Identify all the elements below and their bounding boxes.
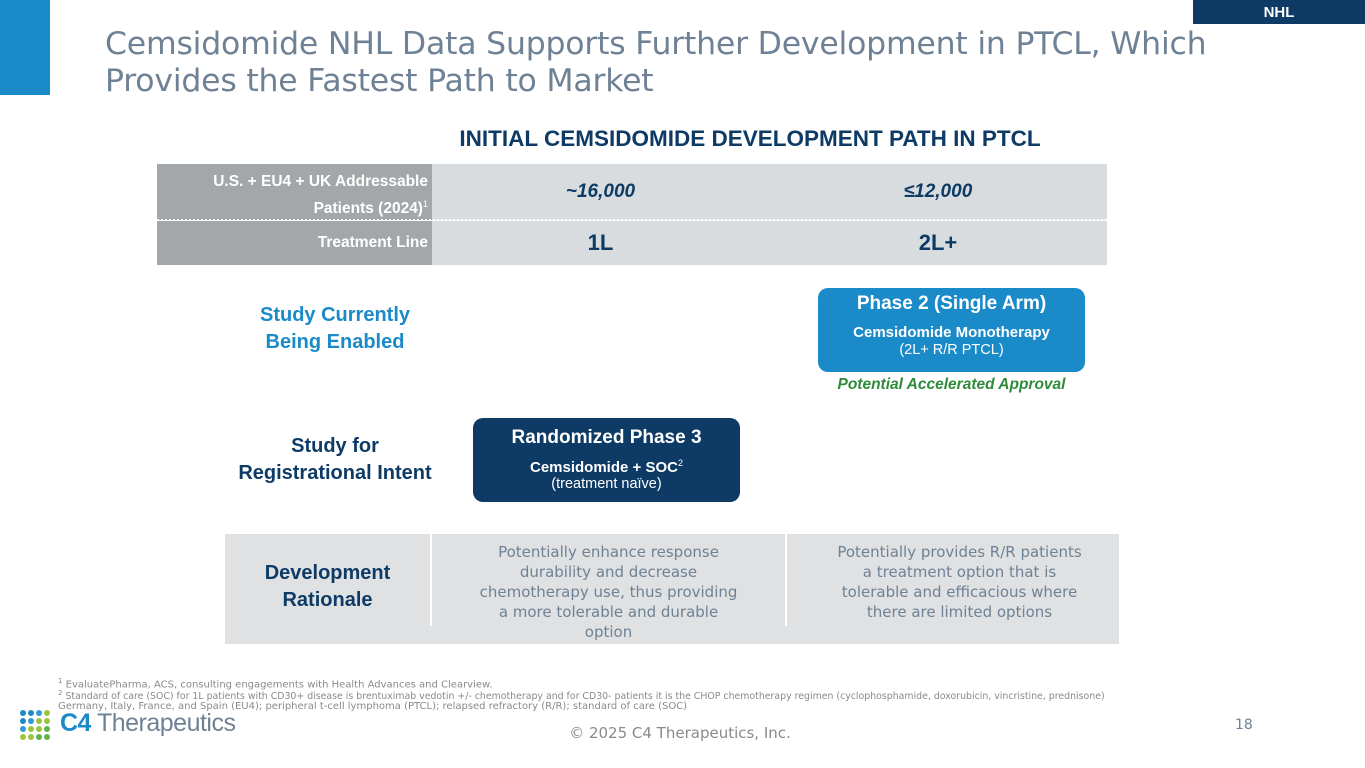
c4-logo-text: C4 Therapeutics — [60, 709, 236, 738]
phase2-sub: Cemsidomide Monotherapy — [853, 324, 1050, 341]
value-2l: 2L+ — [918, 230, 958, 255]
rationale-panel — [225, 534, 1119, 644]
rationale-label: Development Rationale — [225, 560, 430, 614]
rationale-1l-line: a more tolerable and durable — [498, 603, 719, 621]
row-label-addressable-patients: U.S. + EU4 + UK Addressable Patients (20… — [157, 164, 432, 220]
rationale-2l-line: tolerable and efficacious where — [841, 583, 1078, 601]
section-subheading: INITIAL CEMSIDOMIDE DEVELOPMENT PATH IN … — [459, 126, 1041, 151]
title-line-1: Cemsidomide NHL Data Supports Further De… — [105, 26, 1207, 62]
row-treatment-values: 1L 2L+ — [432, 221, 1107, 265]
rationale-1l-line: durability and decrease — [519, 563, 698, 581]
phase2-caption: Potential Accelerated Approval — [837, 376, 1066, 393]
row-label-treatment-line: Treatment Line — [157, 221, 432, 265]
rationale-label-line-2: Rationale — [282, 589, 373, 611]
rationale-1l-line: Potentially enhance response — [498, 543, 719, 561]
phase2-box: Phase 2 (Single Arm) Cemsidomide Monothe… — [818, 288, 1085, 372]
phase3-sub: Cemsidomide + SOC2 — [530, 458, 683, 476]
study-currently-line-2: Being Enabled — [265, 331, 405, 353]
footnote-3: Germany, Italy, France, and Spain (EU4);… — [58, 701, 688, 712]
rationale-1l-line: chemotherapy use, thus providing — [479, 583, 738, 601]
rationale-2l-line: a treatment option that is — [862, 563, 1057, 581]
footnote-ref-1: 1 — [422, 198, 428, 209]
page-number: 18 — [1235, 717, 1253, 733]
accent-bar — [0, 0, 50, 95]
c4-logo-mark — [20, 710, 50, 740]
rationale-2l-text: Potentially provides R/R patients a trea… — [787, 542, 1132, 622]
rationale-divider-2 — [785, 534, 787, 626]
rationale-1l-line: option — [584, 623, 633, 641]
phase2-note: (2L+ R/R PTCL) — [899, 342, 1004, 358]
study-registrational-line-2: Registrational Intent — [238, 462, 432, 484]
phase2-heading: Phase 2 (Single Arm) — [856, 293, 1047, 314]
rationale-divider-1 — [430, 534, 432, 626]
section-tag: NHL — [1193, 0, 1365, 24]
phase3-note: (treatment naïve) — [551, 476, 662, 492]
rationale-1l-text: Potentially enhance response durability … — [432, 542, 785, 642]
footnote-ref-2: 2 — [677, 458, 683, 468]
copyright: © 2025 C4 Therapeutics, Inc. — [569, 724, 791, 742]
row-addressable-values: ~16,000 ≤12,000 — [432, 164, 1107, 220]
slide-title: Cemsidomide NHL Data Supports Further De… — [105, 26, 1305, 100]
row-label-line-1: U.S. + EU4 + UK Addressable — [213, 172, 428, 190]
logo-c4: C4 — [60, 709, 91, 737]
study-registrational-label: Study for Registrational Intent — [215, 433, 455, 487]
rationale-label-line-1: Development — [264, 562, 391, 584]
phase3-box: Randomized Phase 3 Cemsidomide + SOC2 (t… — [473, 418, 740, 502]
value-1l-patients: ~16,000 — [565, 181, 636, 202]
title-line-2: Provides the Fastest Path to Market — [105, 63, 654, 99]
value-2l-patients: ≤12,000 — [903, 181, 973, 202]
row-label-line-2: Patients (2024)1 — [313, 198, 428, 217]
rationale-2l-line: Potentially provides R/R patients — [837, 543, 1082, 561]
study-currently-line-1: Study Currently — [259, 304, 411, 326]
row-divider — [157, 219, 1107, 221]
footnote-2: 2 Standard of care (SOC) for 1L patients… — [58, 689, 1105, 703]
study-registrational-line-1: Study for — [291, 435, 379, 457]
value-1l: 1L — [587, 230, 614, 255]
footnote-1: 1 EvaluatePharma, ACS, consulting engage… — [58, 677, 493, 691]
logo-therapeutics: Therapeutics — [90, 709, 236, 737]
phase3-heading: Randomized Phase 3 — [511, 427, 702, 448]
study-currently-label: Study Currently Being Enabled — [220, 302, 450, 356]
rationale-2l-line: there are limited options — [866, 603, 1053, 621]
